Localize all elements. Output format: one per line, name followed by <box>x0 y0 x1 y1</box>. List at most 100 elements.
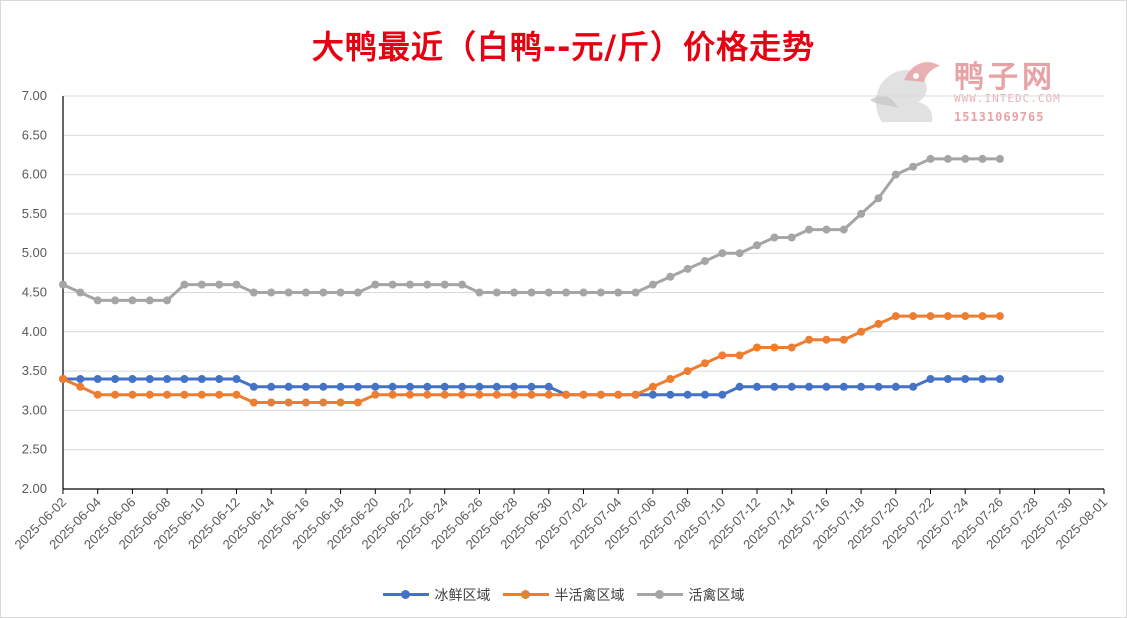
data-point <box>458 390 467 399</box>
data-point <box>440 280 449 289</box>
series-2 <box>59 312 1004 407</box>
data-point <box>943 154 952 163</box>
data-point <box>267 382 276 391</box>
data-point <box>284 288 293 297</box>
series-3 <box>59 154 1004 305</box>
data-point <box>145 296 154 305</box>
data-point <box>631 390 640 399</box>
data-point <box>458 382 467 391</box>
data-point <box>388 390 397 399</box>
legend-label: 半活禽区域 <box>554 587 625 604</box>
series-lines <box>59 154 1004 407</box>
data-point <box>406 382 414 391</box>
data-point <box>215 375 224 383</box>
data-point <box>371 390 380 399</box>
data-point <box>770 382 779 391</box>
y-axis-ticks: 7.00 6.50 6.00 5.50 5.00 4.50 4.00 3.50 3.00 2.50… <box>22 88 47 496</box>
data-point <box>839 382 848 391</box>
data-point <box>336 382 345 391</box>
data-point <box>701 390 709 399</box>
data-point <box>267 398 276 407</box>
line-chart: 7.00 6.50 6.00 5.50 5.00 4.50 4.00 3.50 3.00 2.50… <box>11 88 1110 552</box>
data-point <box>319 288 328 297</box>
data-point <box>787 382 796 391</box>
data-point <box>215 390 224 399</box>
y-tick-label: 3.00 <box>22 402 47 417</box>
data-point <box>718 249 727 258</box>
data-point <box>648 382 657 391</box>
data-point <box>822 335 831 344</box>
y-tick-label: 4.00 <box>22 324 47 339</box>
data-point <box>857 327 866 336</box>
data-point <box>353 288 362 297</box>
data-point <box>249 382 258 391</box>
data-point <box>857 209 866 218</box>
x-axis-ticks: 2025-06-022025-06-042025-06-062025-06-08… <box>11 489 1110 552</box>
data-point <box>145 390 154 399</box>
data-point <box>961 312 970 321</box>
data-point <box>839 335 848 344</box>
data-point <box>59 280 67 289</box>
data-point <box>562 390 571 399</box>
data-point <box>770 233 779 242</box>
data-point <box>544 382 553 391</box>
data-point <box>527 390 536 399</box>
legend-item: 半活禽区域 <box>502 585 625 605</box>
data-point <box>544 390 553 399</box>
data-point <box>666 272 675 281</box>
data-point <box>145 375 154 383</box>
y-tick-label: 2.00 <box>22 481 47 496</box>
data-point <box>371 280 380 289</box>
data-point <box>718 351 727 360</box>
data-point <box>995 312 1004 321</box>
data-point <box>423 382 432 391</box>
data-point <box>614 390 623 399</box>
data-point <box>492 382 501 391</box>
data-point <box>267 288 276 297</box>
data-point <box>805 225 813 234</box>
data-point <box>197 280 206 289</box>
data-point <box>249 288 258 297</box>
data-point <box>163 296 172 305</box>
data-point <box>510 382 519 391</box>
data-point <box>353 398 362 407</box>
data-point <box>111 375 120 383</box>
legend-swatch <box>636 590 683 599</box>
data-point <box>735 382 744 391</box>
data-point <box>301 288 310 297</box>
data-point <box>614 288 623 297</box>
data-point <box>978 312 987 321</box>
data-point <box>319 382 328 391</box>
data-point <box>683 264 692 273</box>
data-point <box>978 375 987 383</box>
watermark-phone: 15131069765 <box>954 110 1045 124</box>
data-point <box>822 382 831 391</box>
series-line <box>62 157 1000 302</box>
data-point <box>180 375 189 383</box>
data-point <box>527 288 536 297</box>
data-point <box>648 390 657 399</box>
data-point <box>753 241 761 250</box>
data-point <box>683 367 692 376</box>
data-point <box>857 382 866 391</box>
data-point <box>926 312 935 321</box>
data-point <box>874 382 883 391</box>
data-point <box>961 154 970 163</box>
data-point <box>735 351 744 360</box>
legend-item: 冰鲜区域 <box>382 585 491 605</box>
data-point <box>180 280 189 289</box>
data-point <box>440 390 449 399</box>
data-point <box>93 375 102 383</box>
data-point <box>388 280 397 289</box>
data-point <box>319 398 328 407</box>
data-point <box>475 390 484 399</box>
y-tick-label: 4.50 <box>22 285 47 300</box>
data-point <box>371 382 380 391</box>
data-point <box>301 398 310 407</box>
data-point <box>874 319 883 328</box>
data-point <box>822 225 831 234</box>
legend-item: 活禽区域 <box>636 585 745 605</box>
data-point <box>579 288 588 297</box>
data-point <box>423 280 432 289</box>
data-point <box>128 390 137 399</box>
